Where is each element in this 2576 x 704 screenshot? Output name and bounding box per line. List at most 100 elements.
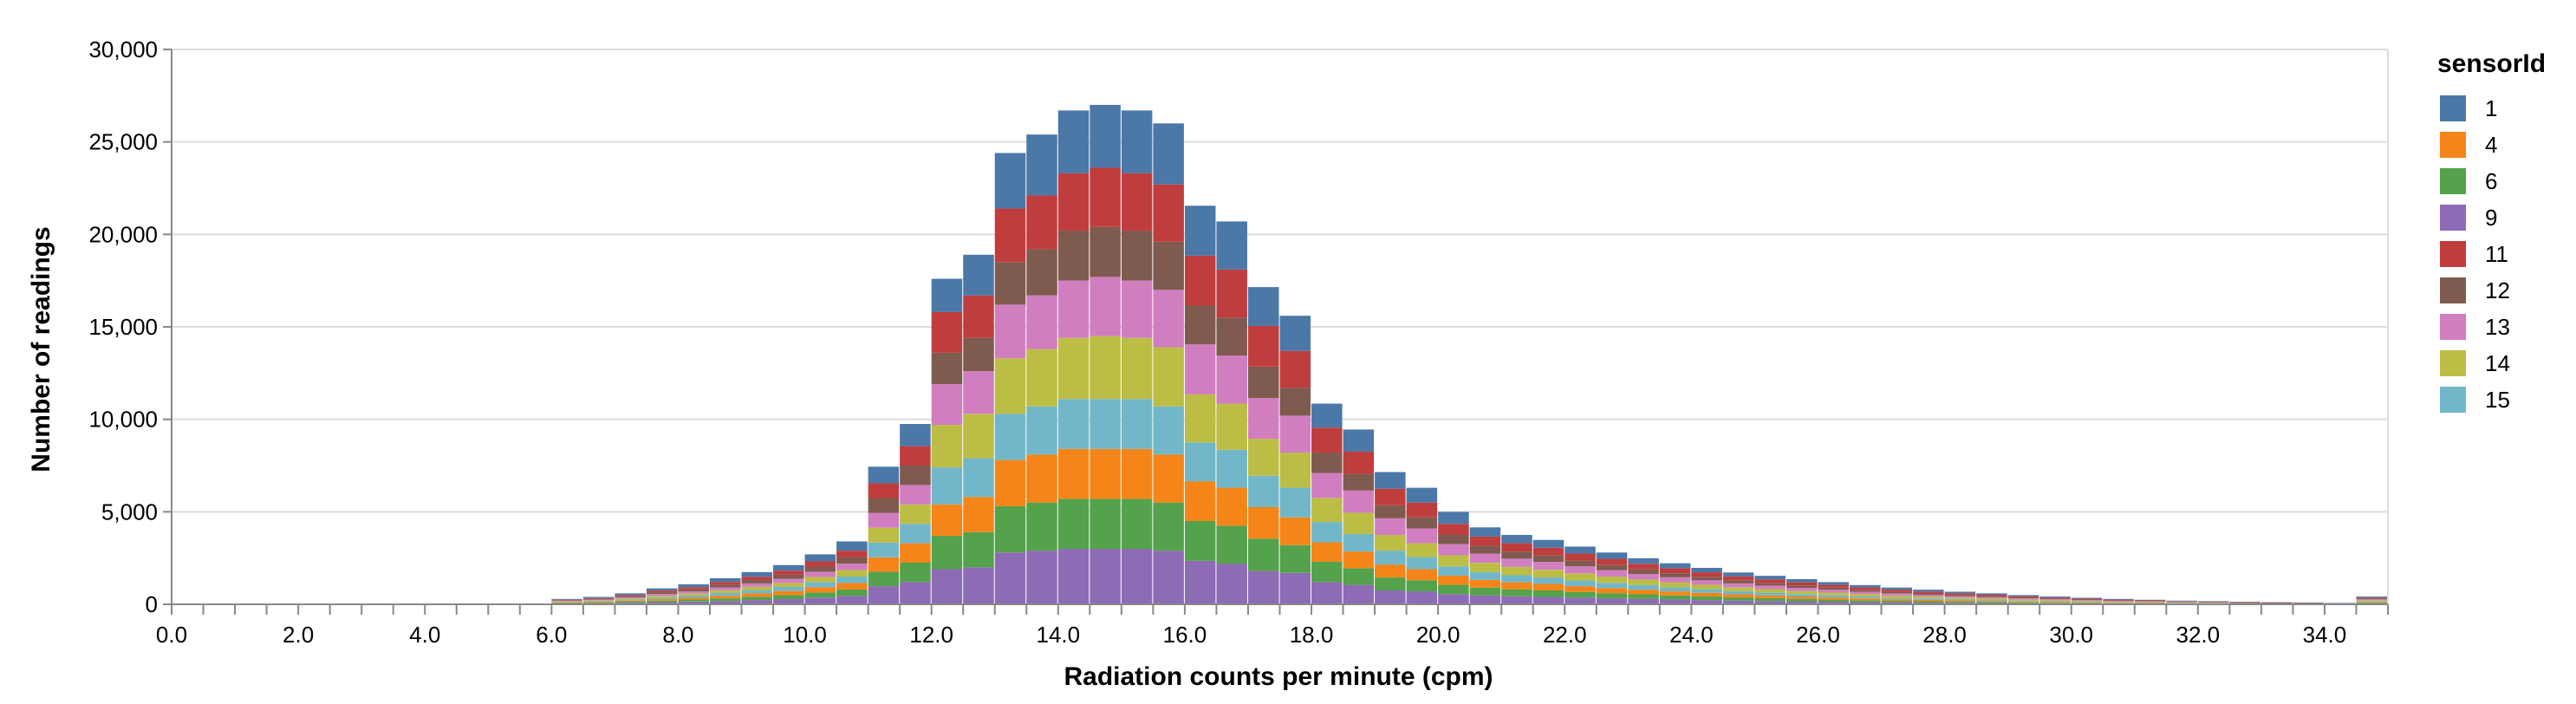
bar-segment-sensor-9 [1881,602,1913,604]
bar-segment-sensor-15 [1469,571,1501,580]
bar-segment-sensor-1 [1375,472,1406,489]
bar-segment-sensor-9 [1343,584,1375,604]
bar-segment-sensor-11 [1850,587,1881,590]
bar-segment-sensor-12 [1596,564,1628,570]
bar-segment-sensor-1 [678,583,709,588]
bar-segment-sensor-4 [1501,582,1532,590]
bar-segment-sensor-13 [1057,280,1090,338]
bar-segment-sensor-11 [1406,502,1438,518]
bar-segment-sensor-13 [1786,588,1818,591]
bar-segment-sensor-14 [773,583,804,587]
bar-segment-sensor-13 [615,596,646,599]
bar-segment-sensor-9 [1469,595,1501,604]
bar-segment-sensor-6 [1850,600,1881,603]
bar-segment-sensor-9 [1532,596,1564,604]
bar-segment-sensor-13 [1596,570,1628,577]
bar-segment-sensor-15 [1976,599,2007,602]
bar-segment-sensor-13 [1628,574,1659,580]
bar-segment-sensor-6 [1469,587,1501,596]
bar-segment-sensor-6 [1976,602,2007,603]
x-tick-label: 32.0 [2176,622,2221,648]
bar-segment-sensor-15 [1438,566,1469,576]
bar-segment-sensor-9 [1279,572,1311,604]
bar-segment-sensor-9 [1247,570,1279,604]
x-tick-label: 6.0 [536,622,567,648]
bar-segment-sensor-9 [1596,598,1628,604]
bar-segment-sensor-13 [1881,593,1913,596]
x-tick-label: 14.0 [1036,622,1080,648]
bar-segment-sensor-13 [1343,490,1375,513]
bar-segment-sensor-13 [741,583,773,587]
bar-segment-sensor-1 [773,564,804,571]
bar-segment-sensor-11 [2197,601,2229,603]
bar-segment-sensor-12 [2293,603,2324,604]
bar-segment-sensor-14 [1406,543,1438,557]
bar-segment-sensor-11 [1596,558,1628,565]
bar-segment-sensor-1 [741,571,773,577]
bar-segment-sensor-4 [2007,601,2039,603]
bar-segment-sensor-4 [1057,448,1090,499]
bar-segment-sensor-15 [678,595,709,598]
bar-segment-sensor-14 [1596,577,1628,583]
bar-segment-sensor-1 [615,593,646,596]
bar-segment-sensor-4 [1090,448,1121,499]
bar-segment-sensor-13 [963,371,994,414]
bar-segment-sensor-1 [1343,429,1375,452]
bar-segment-sensor-1 [1311,403,1343,428]
bar-segment-sensor-4 [709,596,741,599]
bar-segment-sensor-14 [646,595,678,597]
bar-segment-sensor-9 [963,567,994,604]
bar-segment-sensor-11 [1881,590,1913,592]
bar-segment-sensor-11 [1818,584,1850,588]
bar-segment-sensor-13 [931,384,963,426]
bar-segment-sensor-12 [709,584,741,588]
bar-segment-sensor-9 [1121,549,1153,604]
bar-segment-sensor-12 [900,466,931,486]
bar-segment-sensor-11 [2071,598,2103,600]
bar-segment-sensor-13 [1184,344,1216,394]
bar-segment-sensor-13 [1818,590,1850,593]
bar-segment-sensor-13 [1532,562,1564,570]
bar-segment-sensor-6 [2103,603,2134,604]
bar-segment-sensor-11 [1628,564,1659,570]
bar-segment-sensor-14 [1121,337,1153,400]
bar-segment-sensor-9 [1153,551,1184,604]
bar-segment-sensor-14 [1311,498,1343,523]
bar-segment-sensor-12 [1406,517,1438,529]
bar-segment-sensor-12 [1659,573,1691,577]
bar-segment-sensor-14 [1247,439,1279,476]
bar-segment-sensor-14 [1881,595,1913,598]
bar-segment-sensor-14 [2134,602,2166,603]
bar-segment-sensor-6 [963,531,994,568]
bar-segment-sensor-12 [1343,473,1375,491]
bar-segment-sensor-15 [709,592,741,596]
bar-segment-sensor-1 [1722,572,1754,577]
bar-segment-sensor-4 [868,557,900,572]
bar-segment-sensor-6 [1057,499,1090,549]
bar-segment-sensor-14 [2229,603,2261,604]
bar-segment-sensor-15 [1279,487,1311,518]
bar-segment-sensor-9 [931,569,963,604]
bar-segment-sensor-9 [741,600,773,604]
bar-segment-sensor-9 [1850,602,1881,604]
bar-segment-sensor-11 [646,590,678,593]
bar-segment-sensor-15 [2071,602,2103,603]
bar-segment-sensor-1 [1216,221,1247,270]
bar-segment-sensor-12 [678,589,709,592]
bar-segment-sensor-1 [1913,590,1944,592]
bar-segment-sensor-15 [1596,583,1628,589]
bar-segment-sensor-6 [551,603,582,604]
x-tick-label: 24.0 [1669,622,1714,648]
bar-segment-sensor-13 [836,564,868,570]
bar-segment-sensor-13 [1501,558,1532,567]
bar-segment-sensor-9 [1311,582,1343,604]
bar-segment-sensor-11 [900,446,931,466]
bar-segment-sensor-1 [1469,527,1501,537]
bar-segment-sensor-6 [1596,593,1628,599]
bar-segment-sensor-13 [1691,580,1722,585]
bar-segment-sensor-14 [994,358,1026,414]
bar-segment-sensor-15 [1153,406,1184,455]
bar-segment-sensor-15 [1216,449,1247,488]
bar-segment-sensor-1 [1596,552,1628,559]
y-tick-label: 25,000 [88,129,158,155]
